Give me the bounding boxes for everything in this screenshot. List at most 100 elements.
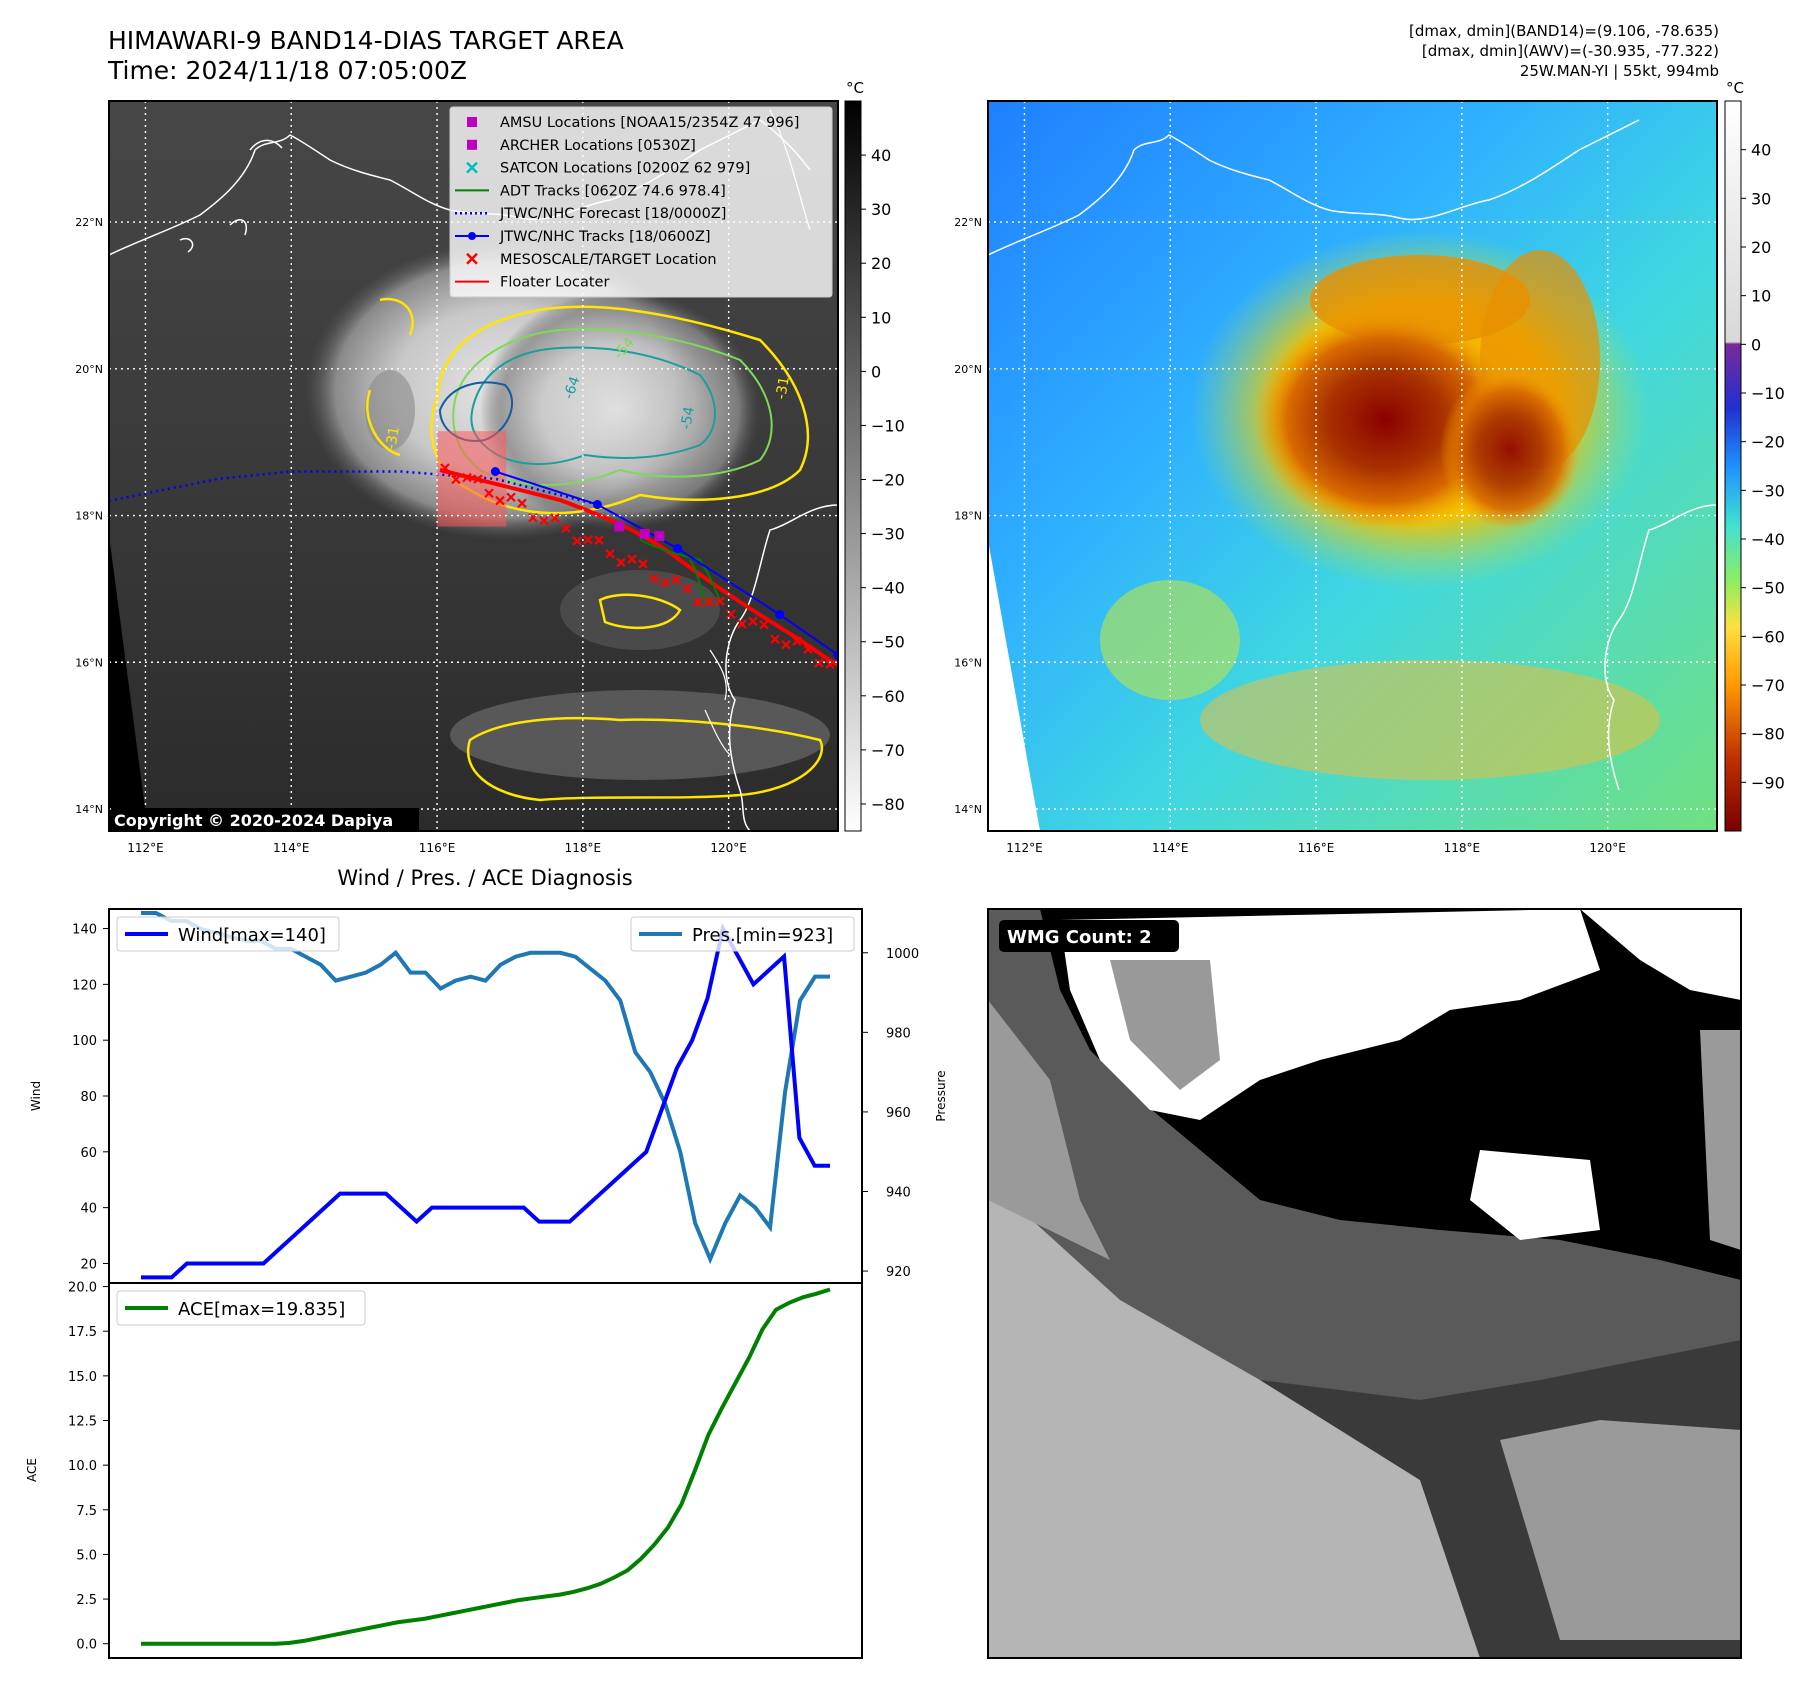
- figure-time: Time: 2024/11/18 07:05:00Z: [108, 56, 467, 85]
- wind-tick-label: 80: [80, 1090, 97, 1105]
- wmg-white-patch-ne: [1580, 909, 1741, 1000]
- awv-coastline-china: [988, 119, 1640, 256]
- colorbar1-ticks: 40 30 20 10 0 −10 −20 −30 −40 −50 −60 −70 −80: [861, 146, 905, 814]
- target-x-marker: [781, 639, 791, 650]
- map1-frame: [108, 100, 839, 832]
- colorbar2-unit: °C: [1726, 79, 1744, 97]
- target-x-marker: [715, 596, 725, 607]
- wind-axis-ticks: 20 40 60 80 100 120 140: [72, 923, 109, 1272]
- colorbar1-unit: °C: [846, 79, 864, 97]
- colorbar2-tick-label: −40: [1751, 530, 1785, 549]
- target-x-marker: [770, 634, 780, 644]
- target-x-marker: [550, 513, 560, 523]
- map2-lat-label: 22°N: [954, 216, 982, 229]
- ir-cloud-band-south: [450, 690, 830, 780]
- colorbar1-tick-label: −50: [871, 633, 905, 652]
- wind-legend-box: [116, 916, 340, 952]
- target-x-marker: [539, 515, 549, 526]
- jtwc-track-point: [775, 610, 785, 620]
- legend-marker-dot: [468, 232, 476, 240]
- map2-lat-label: 20°N: [954, 363, 982, 376]
- info-awv: [dmax, dmin](AWV)=(-30.935, -77.322): [1421, 42, 1719, 60]
- contour-south-band: [466, 716, 823, 802]
- coastline-luzon: [725, 504, 838, 831]
- colorbar1-tick-label: −30: [871, 525, 905, 544]
- wmg-light-sw: [988, 1180, 1480, 1658]
- ace-tick-label: 10.0: [68, 1459, 97, 1474]
- map1-legend: AMSU Locations [NOAA15/2354Z 47 996] ARCH…: [449, 106, 833, 298]
- colorbar2-tick-label: 30: [1751, 189, 1771, 208]
- target-x-marker: [506, 492, 516, 503]
- wind-line: [141, 922, 830, 1280]
- jtwc-track-point: [673, 544, 683, 554]
- legend-entry-label: SATCON Locations [0200Z 62 979]: [500, 161, 750, 177]
- ace-tick-label: 20.0: [68, 1281, 97, 1296]
- wmg-gray-se: [1500, 1420, 1741, 1640]
- map2-lon-label: 112°E: [1006, 841, 1043, 855]
- target-x-marker: [583, 534, 593, 545]
- pressure-legend-label: Pres.[min=923]: [692, 925, 833, 946]
- target-x-marker: [462, 472, 472, 483]
- adt-track-line: [639, 539, 721, 601]
- ir-cloud-band-mid: [560, 570, 720, 650]
- map2-lon-label: 116°E: [1298, 841, 1335, 855]
- colorbar1-tick-label: −40: [871, 579, 905, 598]
- map1-lon-label: 118°E: [565, 841, 602, 855]
- map2-lat-label: 14°N: [954, 803, 982, 816]
- colorbar1: [844, 100, 862, 832]
- awv-coastline-luzon: [1604, 504, 1717, 791]
- info-band14: [dmax, dmin](BAND14)=(9.106, -78.635): [1408, 22, 1719, 40]
- legend-marker-square: [467, 117, 477, 127]
- jtwc-track-point: [833, 650, 838, 660]
- contour-label-4: -31: [773, 375, 793, 400]
- colorbar2-tick-label: −10: [1751, 384, 1785, 403]
- target-x-marker: [792, 636, 802, 647]
- target-x-marker: [682, 584, 692, 594]
- ir-cloud-east: [480, 290, 760, 530]
- target-x-marker: [759, 619, 769, 630]
- map1-lat-label: 20°N: [75, 363, 103, 376]
- amsu-marker: [654, 531, 665, 542]
- map1-lat-label: 14°N: [75, 803, 103, 816]
- legend-entry-label: MESOSCALE/TARGET Location: [500, 252, 717, 268]
- target-x-marker: [440, 463, 450, 473]
- jtwc-track-point: [592, 500, 602, 510]
- awv-band-south: [1200, 660, 1660, 780]
- wmg-white-patch-east: [1470, 1150, 1600, 1240]
- colorbar2-tick-label: −90: [1751, 773, 1785, 792]
- colorbar1-tick-label: −60: [871, 687, 905, 706]
- map1-ticks: 22°N 20°N 18°N 16°N 14°N 112°E 114°E 116°E 118°E…: [75, 216, 747, 855]
- colorbar1-tick-label: −70: [871, 741, 905, 760]
- map1-lon-label: 116°E: [419, 841, 456, 855]
- target-x-marker: [561, 523, 571, 534]
- wind-tick-label: 100: [72, 1034, 97, 1049]
- awv-map: [988, 101, 1717, 831]
- map2-lat-label: 18°N: [954, 510, 982, 523]
- pressure-tick-label: 920: [886, 1265, 911, 1280]
- ace-legend-label: ACE[max=19.835]: [178, 1299, 345, 1320]
- colorbar1-tick-label: 20: [871, 254, 891, 273]
- colorbar2-tick-label: −20: [1751, 433, 1785, 452]
- legend-entry-label: ARCHER Locations [0530Z]: [500, 138, 696, 154]
- target-x-marker: [451, 474, 461, 485]
- ace-tick-label: 7.5: [76, 1504, 97, 1519]
- copyright-box: [111, 808, 419, 831]
- coastline-china-islands: [179, 139, 283, 253]
- legend-marker-x: [466, 161, 478, 174]
- map2-lat-label: 16°N: [954, 656, 982, 669]
- copyright-text: Copyright © 2020-2024 Dapiya: [114, 811, 393, 830]
- mesoscale-target-markers: [440, 463, 835, 669]
- colorbar2-tick-label: −60: [1751, 627, 1785, 646]
- contour-label-5: -31: [383, 425, 403, 450]
- colorbar1-tick-label: 30: [871, 200, 891, 219]
- ace-axis-ticks: 0.0 2.5 5.0 7.5 10.0 12.5 15.0 17.5 20.0: [68, 1281, 109, 1653]
- map2-frame: [987, 100, 1718, 832]
- pressure-ylabel: Pressure: [934, 1070, 948, 1121]
- contour-label-3: -54: [678, 405, 698, 430]
- wmg-frame: [987, 908, 1742, 1659]
- ace-line: [141, 1287, 831, 1646]
- target-x-marker: [660, 577, 670, 588]
- map2-lon-label: 120°E: [1589, 841, 1626, 855]
- awv-patch-sw: [1100, 580, 1240, 700]
